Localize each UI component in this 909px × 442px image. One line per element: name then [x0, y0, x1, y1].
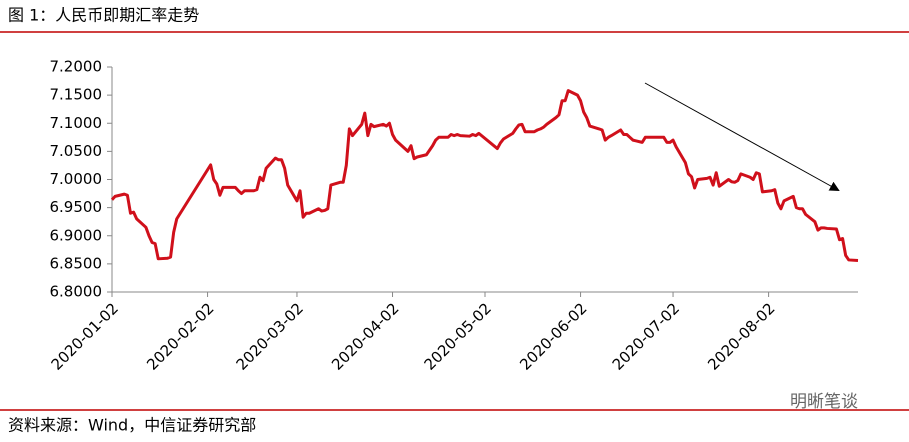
x-tick-label: 2020-02-02 — [143, 299, 217, 373]
y-tick-label: 6.9500 — [50, 198, 103, 216]
y-tick-label: 6.8000 — [50, 283, 103, 301]
watermark: 明晰笔谈 — [790, 392, 858, 412]
chart-title: 图 1：人民币即期汇率走势 — [8, 6, 199, 25]
source-note: 资料来源：Wind，中信证券研究部 — [8, 416, 256, 435]
x-tick-label: 2020-06-02 — [516, 299, 590, 373]
y-tick-label: 7.0500 — [50, 142, 103, 160]
y-tick-label: 6.9000 — [50, 226, 103, 244]
x-tick-label: 2020-05-02 — [421, 299, 495, 373]
y-tick-label: 7.2000 — [50, 58, 103, 76]
y-tick-label: 7.1500 — [50, 86, 103, 104]
x-tick-label: 2020-04-02 — [328, 299, 402, 373]
x-tick-label: 2020-08-02 — [704, 299, 778, 373]
data-line — [110, 89, 859, 262]
y-tick-label: 7.0000 — [50, 170, 103, 188]
y-tick-label: 6.8500 — [50, 254, 103, 272]
y-tick-label: 7.1000 — [50, 114, 103, 132]
x-tick-label: 2020-07-02 — [609, 299, 683, 373]
x-tick-label: 2020-01-02 — [48, 299, 122, 373]
x-tick-label: 2020-03-02 — [233, 299, 307, 373]
trend-arrow — [644, 82, 840, 191]
